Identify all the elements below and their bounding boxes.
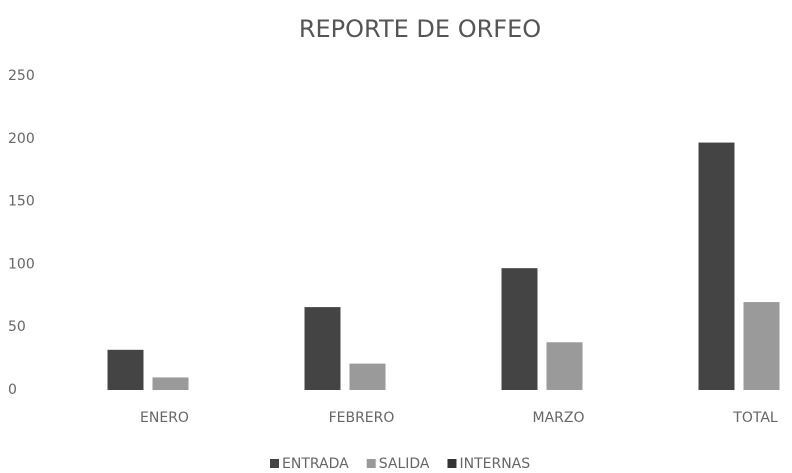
y-tick-label: 100 bbox=[8, 256, 35, 272]
x-tick-label: MARZO bbox=[533, 410, 585, 426]
bar bbox=[501, 268, 538, 390]
x-tick-label: FEBRERO bbox=[329, 410, 395, 426]
bar bbox=[152, 377, 189, 390]
legend-label: SALIDA bbox=[379, 456, 430, 472]
legend-label: INTERNAS bbox=[459, 456, 530, 472]
bar bbox=[698, 142, 735, 390]
y-tick-label: 150 bbox=[8, 194, 35, 210]
x-tick-label: ENERO bbox=[140, 410, 189, 426]
chart-title: REPORTE DE ORFEO bbox=[299, 15, 541, 43]
bar bbox=[743, 302, 780, 390]
legend-swatch bbox=[270, 459, 279, 468]
x-tick-label: TOTAL bbox=[732, 410, 778, 426]
legend-swatch bbox=[366, 459, 376, 468]
y-tick-label: 0 bbox=[8, 382, 17, 398]
y-tick-label: 200 bbox=[8, 131, 35, 147]
bar bbox=[349, 363, 386, 390]
legend-swatch bbox=[447, 459, 457, 468]
bar bbox=[546, 342, 583, 390]
bar bbox=[107, 349, 144, 390]
y-tick-label: 50 bbox=[8, 319, 26, 335]
legend-label: ENTRADA bbox=[282, 456, 349, 472]
bar bbox=[304, 307, 341, 390]
y-tick-label: 250 bbox=[8, 68, 35, 84]
